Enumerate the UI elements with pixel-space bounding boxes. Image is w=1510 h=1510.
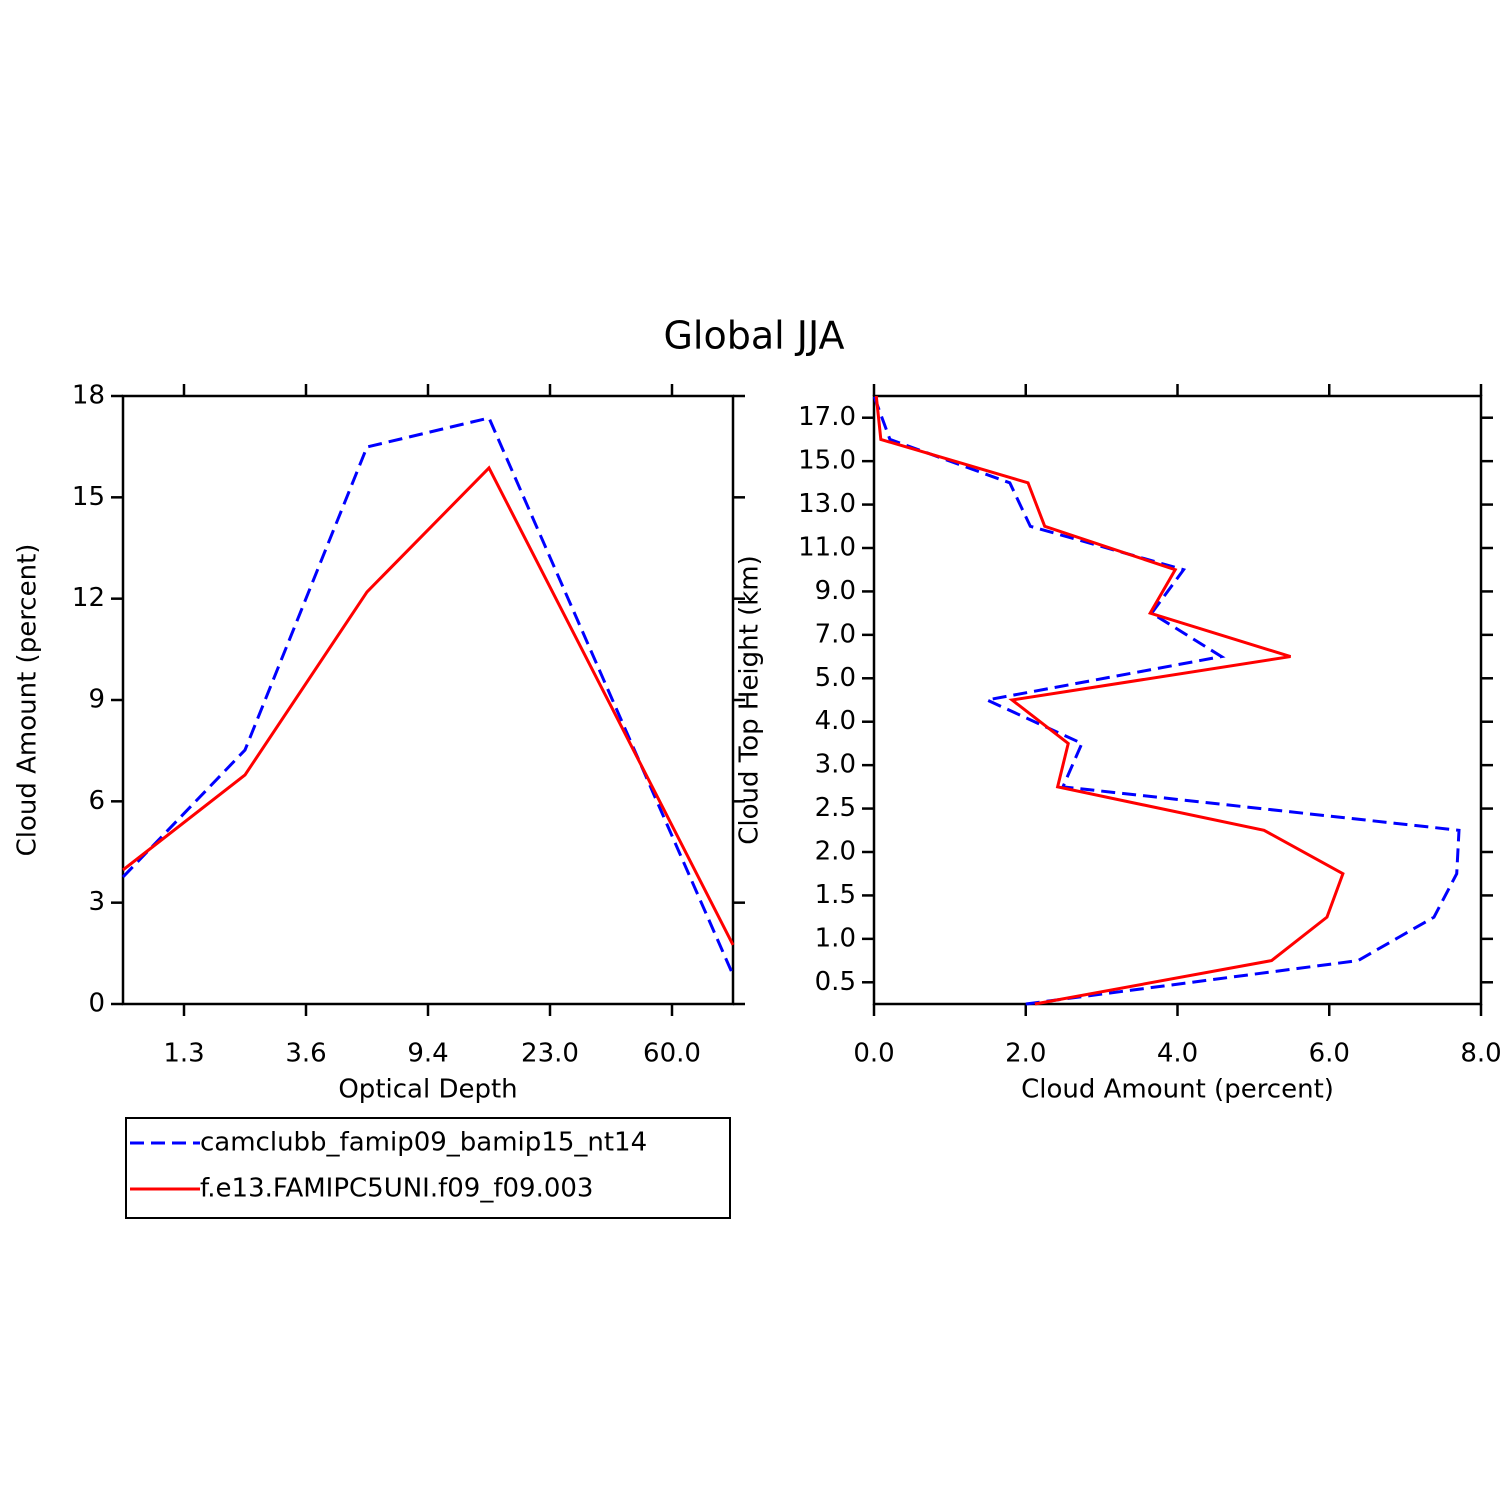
y-axis-label: Cloud Amount (percent): [13, 544, 43, 857]
y-tick-label: 0: [88, 989, 105, 1019]
y-tick-label: 9: [88, 685, 105, 715]
x-tick-label: 3.6: [285, 1039, 326, 1069]
plot-frame: [121, 394, 735, 1006]
y-tick-label: 3.0: [815, 750, 856, 780]
x-tick-label: 6.0: [1309, 1039, 1350, 1069]
y-axis-label: Cloud Top Height (km): [735, 555, 765, 845]
x-tick-label: 9.4: [407, 1039, 448, 1069]
series-line: [874, 395, 1345, 1006]
x-axis-label: Cloud Amount (percent): [1021, 1075, 1334, 1105]
y-tick-label: 5.0: [815, 663, 856, 693]
x-tick-label: 4.0: [1157, 1039, 1198, 1069]
y-tick-label: 17.0: [798, 402, 856, 432]
series-line: [121, 416, 735, 976]
legend-box: [125, 1117, 731, 1219]
y-tick-label: 15.0: [798, 446, 856, 476]
y-tick-label: 2.5: [815, 793, 856, 823]
page-title: Global JJA: [663, 314, 844, 358]
y-tick-label: 2.0: [815, 837, 856, 867]
series-line: [872, 395, 1461, 1006]
y-tick-label: 1.0: [815, 923, 856, 953]
x-tick-label: 1.3: [163, 1039, 204, 1069]
x-tick-label: 2.0: [1005, 1039, 1046, 1069]
x-tick-label: 23.0: [521, 1039, 579, 1069]
x-tick-label: 0.0: [853, 1039, 894, 1069]
y-tick-label: 4.0: [815, 706, 856, 736]
x-tick-label: 60.0: [643, 1039, 701, 1069]
y-tick-label: 3: [88, 887, 105, 917]
legend-label: camclubb_famip09_bamip15_nt14: [200, 1128, 647, 1158]
x-axis-label: Optical Depth: [338, 1075, 517, 1105]
legend-label: f.e13.FAMIPC5UNI.f09_f09.003: [200, 1174, 593, 1204]
y-tick-label: 7.0: [815, 619, 856, 649]
y-tick-label: 18: [72, 381, 105, 411]
plot-frame: [872, 394, 1483, 1006]
y-tick-label: 9.0: [815, 576, 856, 606]
y-tick-label: 1.5: [815, 880, 856, 910]
series-line: [122, 465, 735, 946]
y-tick-label: 12: [72, 583, 105, 613]
y-tick-label: 6: [88, 786, 105, 816]
x-tick-label: 8.0: [1460, 1039, 1501, 1069]
y-tick-label: 13.0: [798, 489, 856, 519]
y-tick-label: 11.0: [798, 533, 856, 563]
y-tick-label: 15: [72, 482, 105, 512]
y-tick-label: 0.5: [815, 967, 856, 997]
